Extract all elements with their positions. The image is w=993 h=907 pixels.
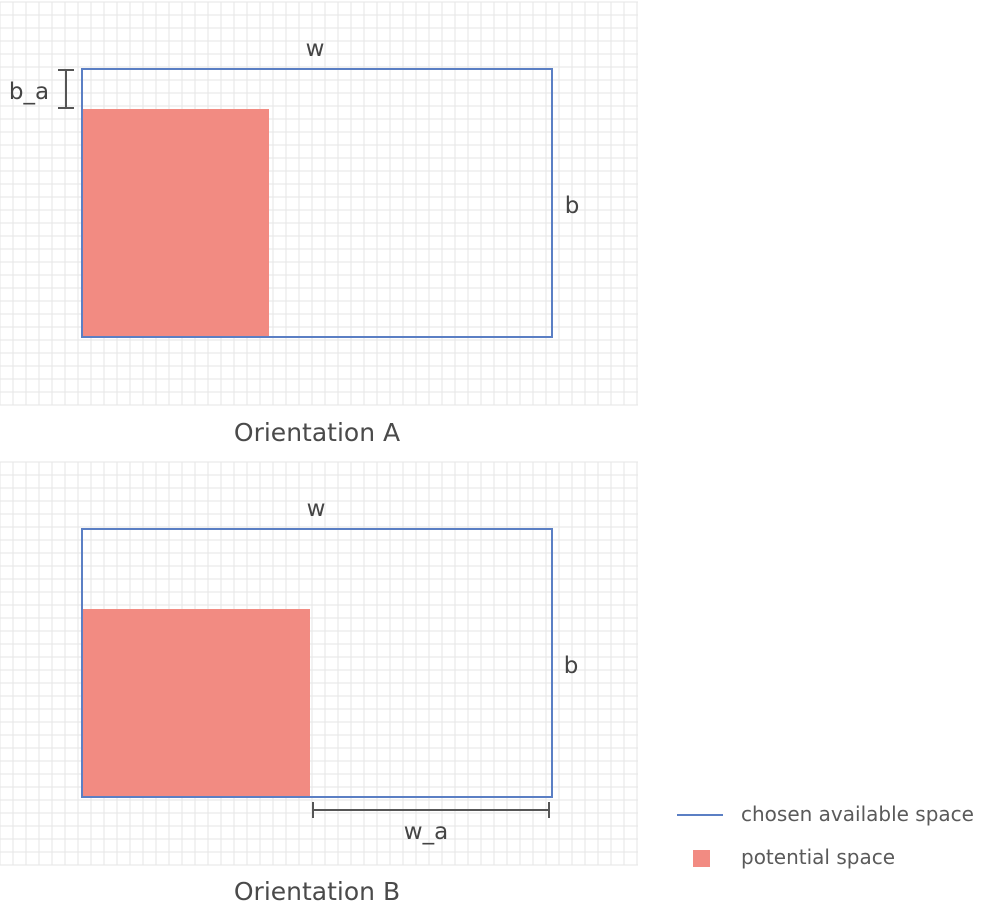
- available-space-rectangle: [81, 528, 553, 798]
- height-label: b: [564, 653, 579, 679]
- legend: chosen available space potential space: [677, 802, 974, 869]
- potential-space-box: [82, 609, 310, 797]
- panel-caption: Orientation B: [234, 877, 400, 906]
- legend-label: potential space: [741, 845, 895, 869]
- height-gap-marker: [58, 69, 74, 109]
- width-label: w: [307, 496, 326, 522]
- legend-label: chosen available space: [741, 802, 974, 826]
- square-swatch-icon: [693, 850, 710, 867]
- width-label: w: [306, 36, 325, 62]
- available-space-rectangle: [81, 68, 553, 338]
- legend-item-available-space: chosen available space: [677, 802, 974, 826]
- potential-space-box: [82, 109, 269, 337]
- panel-orientation-b: w b w_a Orientation B: [0, 461, 638, 906]
- width-gap-marker: [312, 802, 550, 818]
- legend-item-potential-space: potential space: [693, 845, 895, 869]
- panel-orientation-a: w b b_a Orientation A: [0, 1, 638, 447]
- height-label: b: [565, 193, 580, 219]
- gap-label: w_a: [404, 819, 448, 845]
- panel-caption: Orientation A: [234, 418, 400, 447]
- gap-label: b_a: [9, 79, 49, 105]
